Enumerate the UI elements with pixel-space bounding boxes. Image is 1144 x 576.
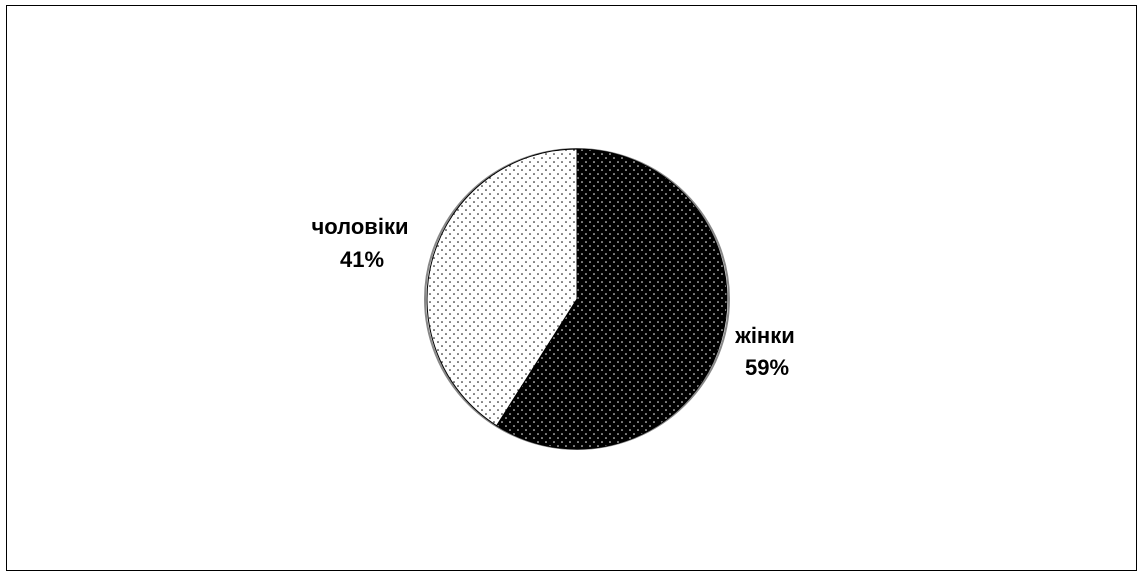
slice-percent-cholovily: 41%: [340, 247, 384, 272]
slice-label-cholovily: чоловіки: [312, 214, 409, 239]
pie-slice-cholovily: [426, 148, 578, 427]
slice-percent-zhinky: 59%: [745, 355, 789, 380]
slice-label-zhinky: жінки: [734, 323, 795, 348]
pie-slice-zhinky: [495, 148, 728, 450]
